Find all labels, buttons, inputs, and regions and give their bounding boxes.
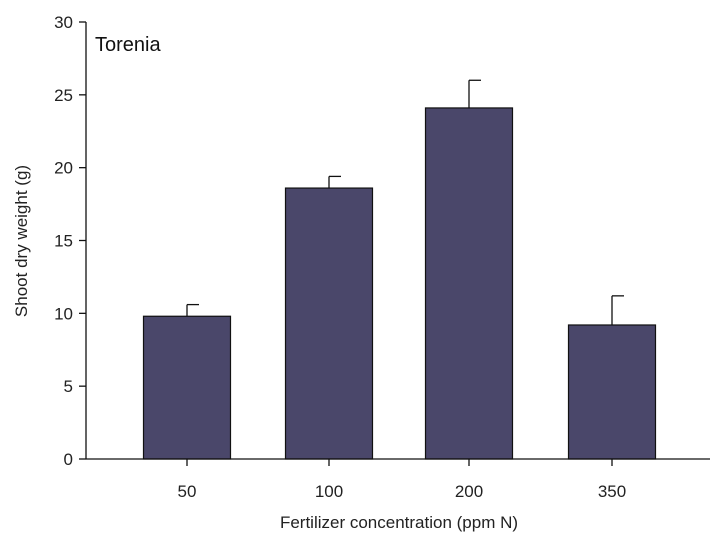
error-bar-350 (611, 295, 624, 325)
bar-100 (284, 187, 374, 460)
bar-200 (424, 107, 514, 460)
y-tick-label: 25 (54, 86, 73, 105)
chart-title: Torenia (95, 34, 161, 56)
error-bar-100 (328, 175, 341, 189)
y-ticks-layer: 0 5 10 15 20 25 30 (54, 13, 86, 469)
y-axis-title: Shoot dry weight (g) (12, 165, 31, 317)
y-tick-label: 15 (54, 232, 73, 251)
bar-50 (142, 315, 232, 460)
bar-350 (567, 324, 657, 460)
x-tick-label-350: 350 (598, 482, 626, 501)
error-bars-layer (186, 79, 624, 325)
x-tick-label-100: 100 (315, 482, 343, 501)
x-axis-title: Fertilizer concentration (ppm N) (280, 513, 518, 532)
x-tick-label-200: 200 (455, 482, 483, 501)
y-tick-label: 0 (64, 450, 73, 469)
error-bar-50 (186, 303, 199, 317)
y-tick-label: 5 (64, 377, 73, 396)
bars-layer (142, 107, 657, 460)
y-tick-label: 10 (54, 304, 73, 323)
x-ticks-layer: 50 100 200 350 (178, 459, 626, 501)
x-tick-label-50: 50 (178, 482, 197, 501)
error-bar-200 (468, 79, 481, 108)
y-tick-label: 20 (54, 159, 73, 178)
y-tick-label: 30 (54, 13, 73, 32)
